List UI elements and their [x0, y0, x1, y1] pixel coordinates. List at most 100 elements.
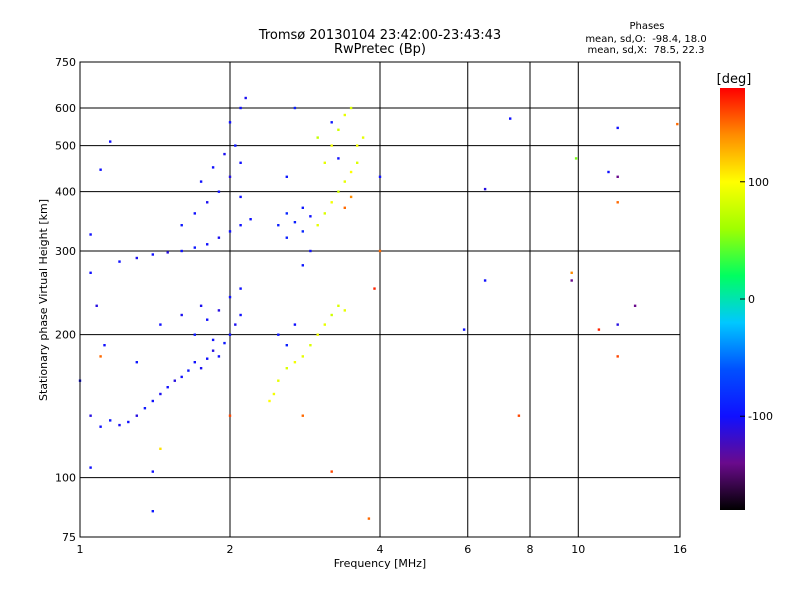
data-point: [616, 323, 619, 326]
stats-o-mode: mean, sd,O: -98.4, 18.0: [585, 34, 706, 45]
data-point: [483, 279, 487, 282]
data-point: [378, 249, 382, 253]
grid-lines: [80, 62, 680, 537]
data-point: [277, 379, 280, 382]
data-point: [159, 323, 162, 326]
x-tick-label: 2: [227, 543, 234, 556]
data-point: [277, 333, 280, 336]
data-point: [483, 187, 487, 191]
data-point: [228, 333, 232, 336]
y-tick-label: 600: [55, 102, 76, 115]
data-point: [597, 328, 601, 331]
data-point: [234, 144, 237, 147]
data-point: [109, 140, 112, 143]
y-tick-label: 75: [62, 531, 76, 544]
data-points: [78, 96, 679, 520]
data-point: [206, 201, 209, 204]
data-point: [509, 117, 512, 120]
colorbar-label: [deg]: [717, 72, 752, 87]
data-point: [234, 323, 237, 326]
y-tick-label: 750: [55, 56, 76, 69]
data-point: [337, 128, 340, 131]
data-point: [193, 333, 196, 336]
data-point: [135, 414, 138, 417]
data-point: [118, 423, 121, 427]
data-point: [293, 106, 297, 110]
data-point: [228, 175, 232, 178]
plot-frame: [79, 61, 681, 538]
data-point: [676, 122, 679, 126]
data-point: [239, 287, 242, 290]
data-point: [159, 447, 162, 450]
y-tick-label: 200: [55, 329, 76, 342]
data-point: [109, 419, 112, 422]
x-tick-label: 10: [571, 543, 585, 556]
data-point: [349, 170, 353, 174]
data-point: [330, 201, 333, 204]
x-axis-label: Frequency [MHz]: [334, 557, 426, 570]
data-point: [239, 224, 242, 227]
data-point: [570, 279, 573, 282]
data-point: [316, 224, 319, 227]
stats-heading: Phases: [629, 21, 664, 32]
colorbar-ticks: -100 0 100: [740, 176, 773, 423]
data-point: [607, 170, 610, 174]
data-point: [309, 215, 312, 218]
data-point: [193, 212, 196, 215]
data-point: [616, 175, 619, 178]
data-point: [135, 256, 138, 260]
data-point: [330, 144, 333, 147]
x-tick-label: 4: [377, 543, 384, 556]
data-point: [293, 221, 297, 224]
data-point: [330, 470, 333, 473]
y-axis-ticks: 75 100 200 300 400 500 600 750: [55, 56, 76, 544]
y-tick-label: 100: [55, 472, 76, 485]
y-axis-label: Stationary phase Virtual Height [km]: [37, 199, 50, 401]
chart-title: Tromsø 20130104 23:42:00-23:43:43: [258, 28, 501, 43]
data-point: [462, 328, 466, 331]
data-point: [517, 414, 521, 417]
data-point: [285, 175, 288, 178]
data-point: [616, 126, 619, 130]
data-point: [356, 161, 359, 164]
data-point: [616, 201, 619, 204]
data-point: [316, 333, 319, 336]
data-point: [99, 355, 102, 358]
data-point: [309, 344, 312, 347]
data-point: [193, 246, 196, 249]
data-point: [349, 106, 353, 110]
data-point: [309, 249, 312, 253]
data-point: [95, 304, 98, 307]
data-point: [293, 323, 297, 326]
data-point: [228, 295, 232, 299]
data-point: [361, 136, 365, 139]
data-point: [570, 271, 573, 274]
data-point: [343, 180, 346, 183]
y-tick-label: 500: [55, 140, 76, 153]
y-tick-label: 300: [55, 245, 76, 258]
data-point: [206, 357, 209, 360]
data-point: [217, 236, 221, 239]
data-point: [206, 243, 209, 246]
colorbar-tick-label: 100: [748, 176, 769, 189]
data-point: [373, 287, 376, 290]
x-tick-label: 6: [464, 543, 471, 556]
data-point: [337, 190, 340, 193]
data-point: [199, 367, 203, 370]
data-point: [323, 212, 326, 215]
colorbar-tick-label: 0: [748, 293, 755, 306]
data-point: [143, 407, 147, 410]
data-point: [323, 323, 326, 326]
data-point: [99, 425, 102, 428]
data-point: [301, 414, 304, 417]
colorbar-tick-label: -100: [748, 410, 773, 423]
data-point: [301, 230, 304, 233]
data-point: [151, 253, 154, 256]
data-point: [244, 96, 247, 100]
data-point: [616, 355, 619, 358]
x-tick-label: 16: [673, 543, 687, 556]
data-point: [574, 157, 578, 160]
data-point: [293, 361, 297, 364]
data-point: [378, 175, 382, 178]
chart-subtitle: RwPretec (Bp): [334, 42, 426, 57]
